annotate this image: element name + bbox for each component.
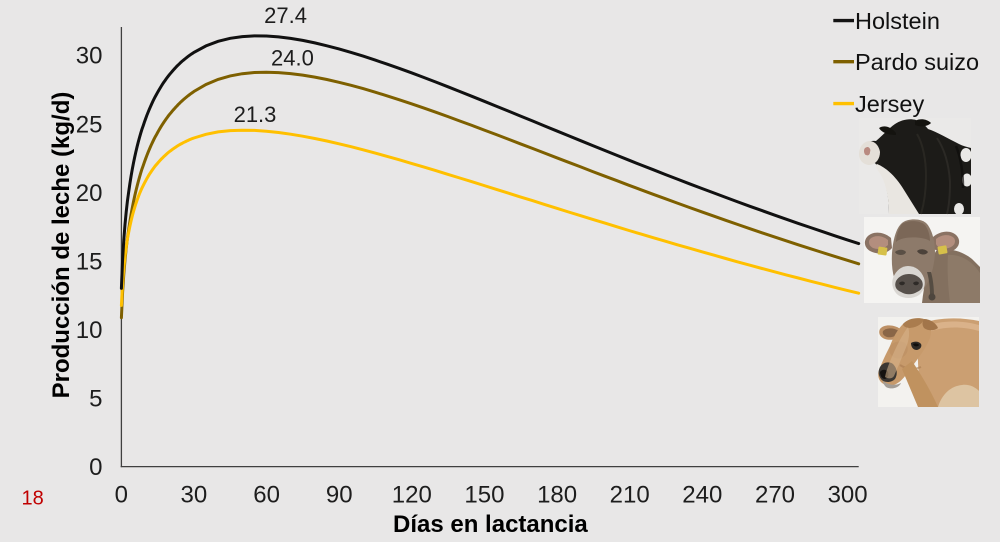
svg-text:24.0: 24.0 bbox=[271, 46, 314, 71]
svg-text:25: 25 bbox=[76, 111, 103, 138]
svg-text:10: 10 bbox=[76, 317, 103, 344]
svg-text:Holstein: Holstein bbox=[855, 8, 940, 34]
svg-text:Días en lactancia: Días en lactancia bbox=[393, 511, 588, 537]
svg-text:27.4: 27.4 bbox=[264, 3, 307, 28]
svg-text:0: 0 bbox=[89, 454, 102, 481]
svg-text:300: 300 bbox=[828, 482, 868, 509]
svg-text:30: 30 bbox=[181, 482, 208, 509]
svg-text:240: 240 bbox=[682, 482, 722, 509]
svg-text:150: 150 bbox=[464, 482, 504, 509]
svg-text:210: 210 bbox=[610, 482, 650, 509]
svg-text:120: 120 bbox=[392, 482, 432, 509]
svg-text:Pardo suizo: Pardo suizo bbox=[855, 49, 979, 75]
svg-text:270: 270 bbox=[755, 482, 795, 509]
svg-text:60: 60 bbox=[253, 482, 280, 509]
svg-text:90: 90 bbox=[326, 482, 353, 509]
svg-text:5: 5 bbox=[89, 385, 102, 412]
svg-text:21.3: 21.3 bbox=[234, 102, 277, 127]
svg-text:Jersey: Jersey bbox=[855, 91, 924, 117]
svg-text:Producción de leche (kg/d): Producción de leche (kg/d) bbox=[48, 92, 75, 399]
svg-text:0: 0 bbox=[115, 482, 128, 509]
svg-text:18: 18 bbox=[22, 488, 44, 510]
svg-text:20: 20 bbox=[76, 180, 103, 207]
svg-text:15: 15 bbox=[76, 248, 103, 275]
svg-text:30: 30 bbox=[76, 43, 103, 70]
svg-text:180: 180 bbox=[537, 482, 577, 509]
